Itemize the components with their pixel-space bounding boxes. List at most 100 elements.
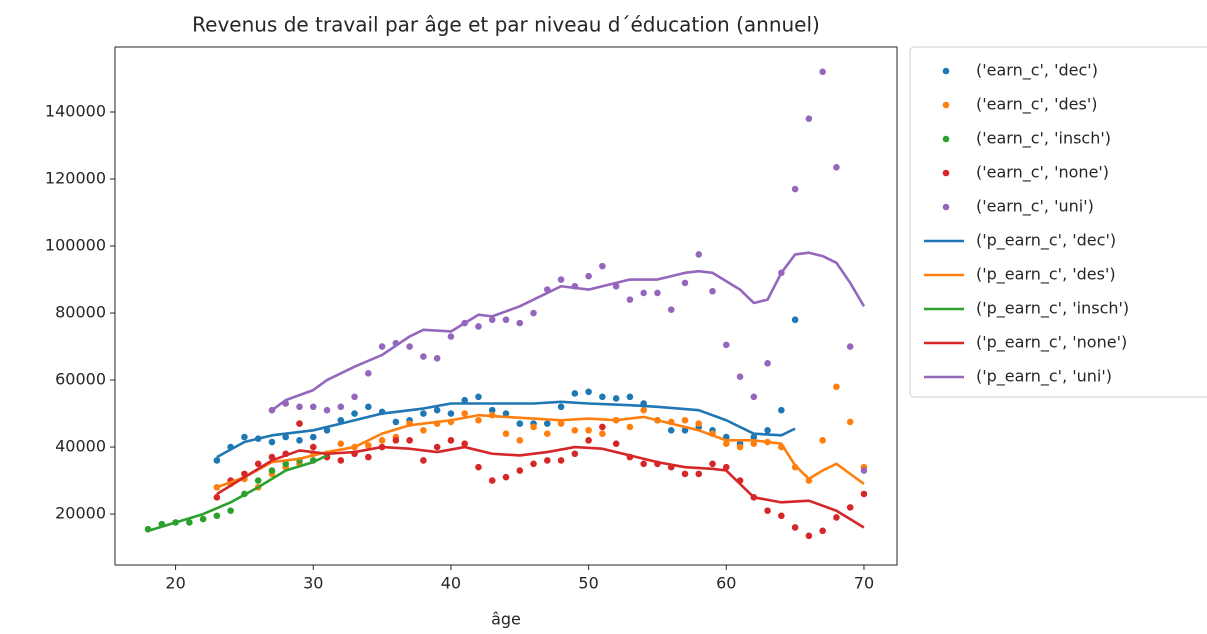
data-point <box>296 437 303 444</box>
x-tick-label: 40 <box>441 574 461 593</box>
data-point <box>461 440 468 448</box>
data-point <box>860 490 868 498</box>
y-tick-label: 80000 <box>55 303 106 322</box>
data-point <box>420 353 427 360</box>
data-point <box>378 437 386 444</box>
data-point <box>695 470 703 478</box>
legend-marker <box>942 169 950 177</box>
data-point <box>778 406 785 414</box>
y-tick-label: 140000 <box>45 102 106 121</box>
data-point <box>213 512 221 520</box>
data-point <box>475 463 482 471</box>
data-point <box>365 403 372 411</box>
data-point <box>447 437 455 444</box>
data-point <box>227 507 234 515</box>
data-point <box>681 416 689 424</box>
y-tick-label: 20000 <box>55 504 106 523</box>
data-point <box>612 440 620 448</box>
data-point <box>599 423 606 431</box>
data-point <box>557 276 565 283</box>
data-point <box>420 427 427 434</box>
data-point <box>392 418 400 426</box>
data-point <box>488 406 496 414</box>
data-point <box>860 467 868 474</box>
legend-label: ('earn_c', 'des') <box>976 95 1097 115</box>
data-point <box>447 333 455 340</box>
data-point <box>199 515 207 523</box>
data-line <box>271 251 866 412</box>
data-point <box>791 524 799 531</box>
legend-label: ('p_earn_c', 'none') <box>976 333 1127 353</box>
legend-label: ('p_earn_c', 'dec') <box>976 231 1116 251</box>
data-point <box>846 418 854 426</box>
data-point <box>544 430 551 437</box>
data-point <box>585 388 592 396</box>
legend-box <box>909 46 1207 398</box>
data-point <box>764 507 771 515</box>
data-point <box>337 403 345 411</box>
data-point <box>420 410 427 417</box>
plot-area <box>144 68 868 540</box>
data-point <box>296 403 303 411</box>
data-point <box>502 316 510 324</box>
data-point <box>791 185 799 193</box>
data-point <box>640 460 647 468</box>
data-point <box>241 433 248 441</box>
data-point <box>654 289 661 297</box>
data-point <box>420 457 427 464</box>
data-point <box>667 306 675 313</box>
data-point <box>585 437 592 444</box>
data-point <box>764 427 771 434</box>
data-point <box>681 470 689 478</box>
data-point <box>626 296 634 303</box>
data-line <box>216 413 865 489</box>
data-point <box>406 437 413 444</box>
data-point <box>544 420 551 427</box>
x-axis-label: âge <box>491 610 521 629</box>
legend-label: ('p_earn_c', 'des') <box>976 265 1116 285</box>
data-point <box>488 316 496 324</box>
data-point <box>433 354 441 362</box>
data-point <box>213 457 221 464</box>
data-point <box>461 396 468 404</box>
data-point <box>475 323 482 330</box>
data-point <box>571 427 579 434</box>
data-point <box>447 410 455 417</box>
data-point <box>750 393 758 401</box>
data-point <box>585 272 592 280</box>
data-point <box>516 437 524 444</box>
data-point <box>599 393 606 401</box>
data-point <box>309 443 317 451</box>
data-point <box>433 443 441 451</box>
x-tick-label: 60 <box>716 574 736 593</box>
data-point <box>254 477 262 484</box>
data-point <box>750 433 758 441</box>
data-point <box>750 440 758 448</box>
data-point <box>709 287 716 295</box>
data-point <box>819 437 826 444</box>
data-point <box>351 393 358 401</box>
data-point <box>585 427 592 434</box>
legend-label: ('earn_c', 'insch') <box>976 129 1111 149</box>
data-point <box>502 430 510 437</box>
data-point <box>365 442 372 449</box>
data-point <box>337 440 345 448</box>
data-point <box>599 430 606 437</box>
data-point <box>736 373 744 380</box>
data-point <box>571 450 579 458</box>
data-point <box>695 420 703 427</box>
data-point <box>640 289 647 297</box>
data-point <box>530 460 537 468</box>
data-point <box>475 393 482 401</box>
data-point <box>186 519 193 526</box>
legend-label: ('p_earn_c', 'uni') <box>976 367 1112 387</box>
data-line <box>147 454 328 533</box>
data-point <box>626 423 634 431</box>
axes-frame <box>114 46 898 566</box>
data-point <box>819 68 826 76</box>
data-point <box>378 343 386 350</box>
data-point <box>461 410 468 417</box>
data-point <box>516 319 524 327</box>
data-point <box>819 527 826 535</box>
